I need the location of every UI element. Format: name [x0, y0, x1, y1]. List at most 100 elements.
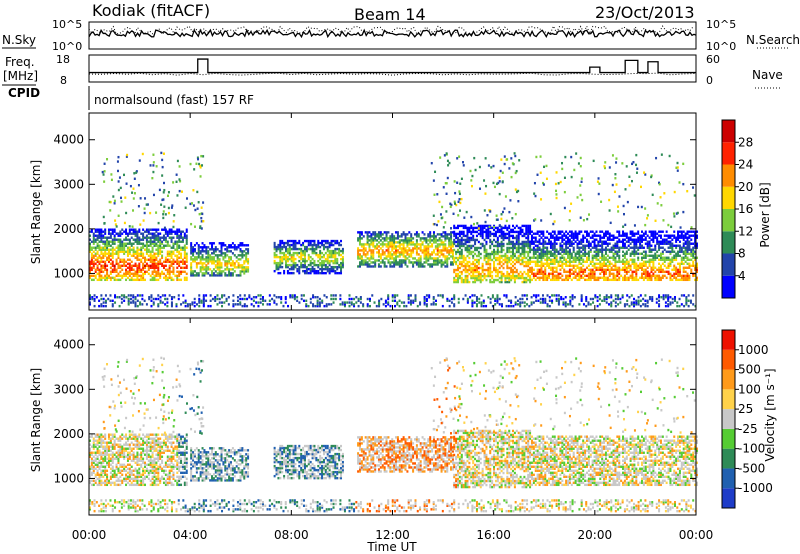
power-cell	[432, 241, 435, 244]
power-cell	[98, 270, 101, 274]
power-cell	[255, 296, 258, 299]
power-cell	[107, 240, 110, 243]
power-cell	[180, 230, 183, 233]
power-cell	[164, 230, 167, 233]
power-cell	[455, 274, 458, 278]
power-cell	[130, 266, 133, 270]
power-cell	[328, 245, 331, 249]
power-cell	[307, 304, 310, 308]
power-cell	[370, 241, 373, 244]
power-cell	[142, 262, 145, 265]
power-cell	[530, 234, 533, 237]
power-cell	[561, 238, 564, 241]
power-cell	[174, 274, 177, 278]
power-cell	[532, 254, 535, 257]
power-cell	[614, 268, 617, 272]
power-cell	[481, 242, 484, 246]
power-cell	[199, 226, 202, 230]
power-cell	[271, 297, 274, 301]
power-cell	[608, 238, 611, 241]
power-cell	[458, 254, 461, 258]
power-cell	[200, 220, 203, 223]
power-cell	[279, 271, 282, 275]
power-cell	[677, 254, 680, 257]
power-cell	[152, 161, 155, 164]
power-cell	[136, 256, 139, 259]
power-cell	[544, 266, 547, 270]
power-cell	[107, 230, 110, 233]
power-cell	[166, 268, 169, 272]
power-cell	[542, 183, 545, 186]
power-cell	[629, 254, 632, 257]
power-cell	[487, 274, 490, 278]
power-cell	[599, 272, 602, 276]
power-cell	[640, 240, 643, 243]
power-cell	[140, 278, 143, 282]
power-cell	[123, 230, 126, 233]
power-cell	[246, 304, 249, 308]
power-cell	[163, 181, 166, 185]
power-cell	[109, 272, 112, 276]
power-cell	[627, 266, 630, 270]
power-cell	[472, 234, 475, 238]
power-cell	[285, 265, 288, 269]
power-cell	[549, 240, 552, 243]
power-cell	[544, 262, 547, 265]
power-cell	[527, 250, 530, 254]
power-cell	[464, 256, 467, 260]
power-cell	[690, 254, 693, 257]
power-cell	[673, 236, 676, 239]
power-cell	[417, 259, 420, 262]
power-cell	[438, 251, 441, 254]
power-cell	[633, 240, 636, 243]
power-cell	[149, 254, 152, 257]
power-cell	[203, 262, 206, 265]
power-cell	[334, 249, 337, 253]
power-cell	[462, 256, 465, 260]
power-cell	[168, 232, 171, 235]
power-cell	[523, 252, 526, 256]
power-cell	[400, 243, 403, 246]
power-cell	[379, 253, 382, 256]
power-cell	[606, 254, 609, 257]
power-cell	[696, 236, 698, 239]
power-cell	[523, 254, 526, 258]
power-cell	[460, 177, 463, 180]
power-cell	[170, 260, 173, 263]
power-cell	[161, 294, 164, 297]
power-cell	[610, 268, 613, 272]
power-cell	[508, 238, 511, 242]
power-cell	[472, 238, 475, 242]
power-cell	[599, 276, 602, 280]
power-cell	[92, 254, 95, 257]
power-cell	[648, 272, 651, 276]
power-cell	[119, 248, 122, 251]
power-cell	[593, 240, 596, 243]
power-cell	[166, 240, 169, 243]
power-cell	[659, 236, 662, 239]
power-cell	[612, 252, 615, 255]
power-cell	[132, 242, 135, 245]
power-cell	[126, 250, 129, 253]
power-cell	[694, 230, 697, 233]
power-cell	[221, 304, 224, 308]
power-cell	[455, 252, 458, 256]
power-cell	[548, 262, 551, 265]
power-cell	[192, 246, 195, 249]
power-cell	[178, 264, 181, 267]
power-cell	[603, 242, 606, 245]
power-cell	[261, 299, 264, 302]
power-cell	[364, 259, 367, 262]
power-cell	[529, 266, 532, 270]
power-cell	[90, 252, 93, 255]
power-cell	[202, 299, 205, 302]
power-cell	[654, 234, 657, 237]
power-cell	[94, 270, 97, 274]
power-cell	[559, 236, 562, 239]
power-cell	[642, 278, 645, 282]
power-cell	[279, 249, 282, 253]
power-cell	[141, 303, 144, 306]
power-cell	[517, 276, 520, 280]
power-cell	[285, 263, 288, 267]
power-cell	[173, 214, 176, 217]
